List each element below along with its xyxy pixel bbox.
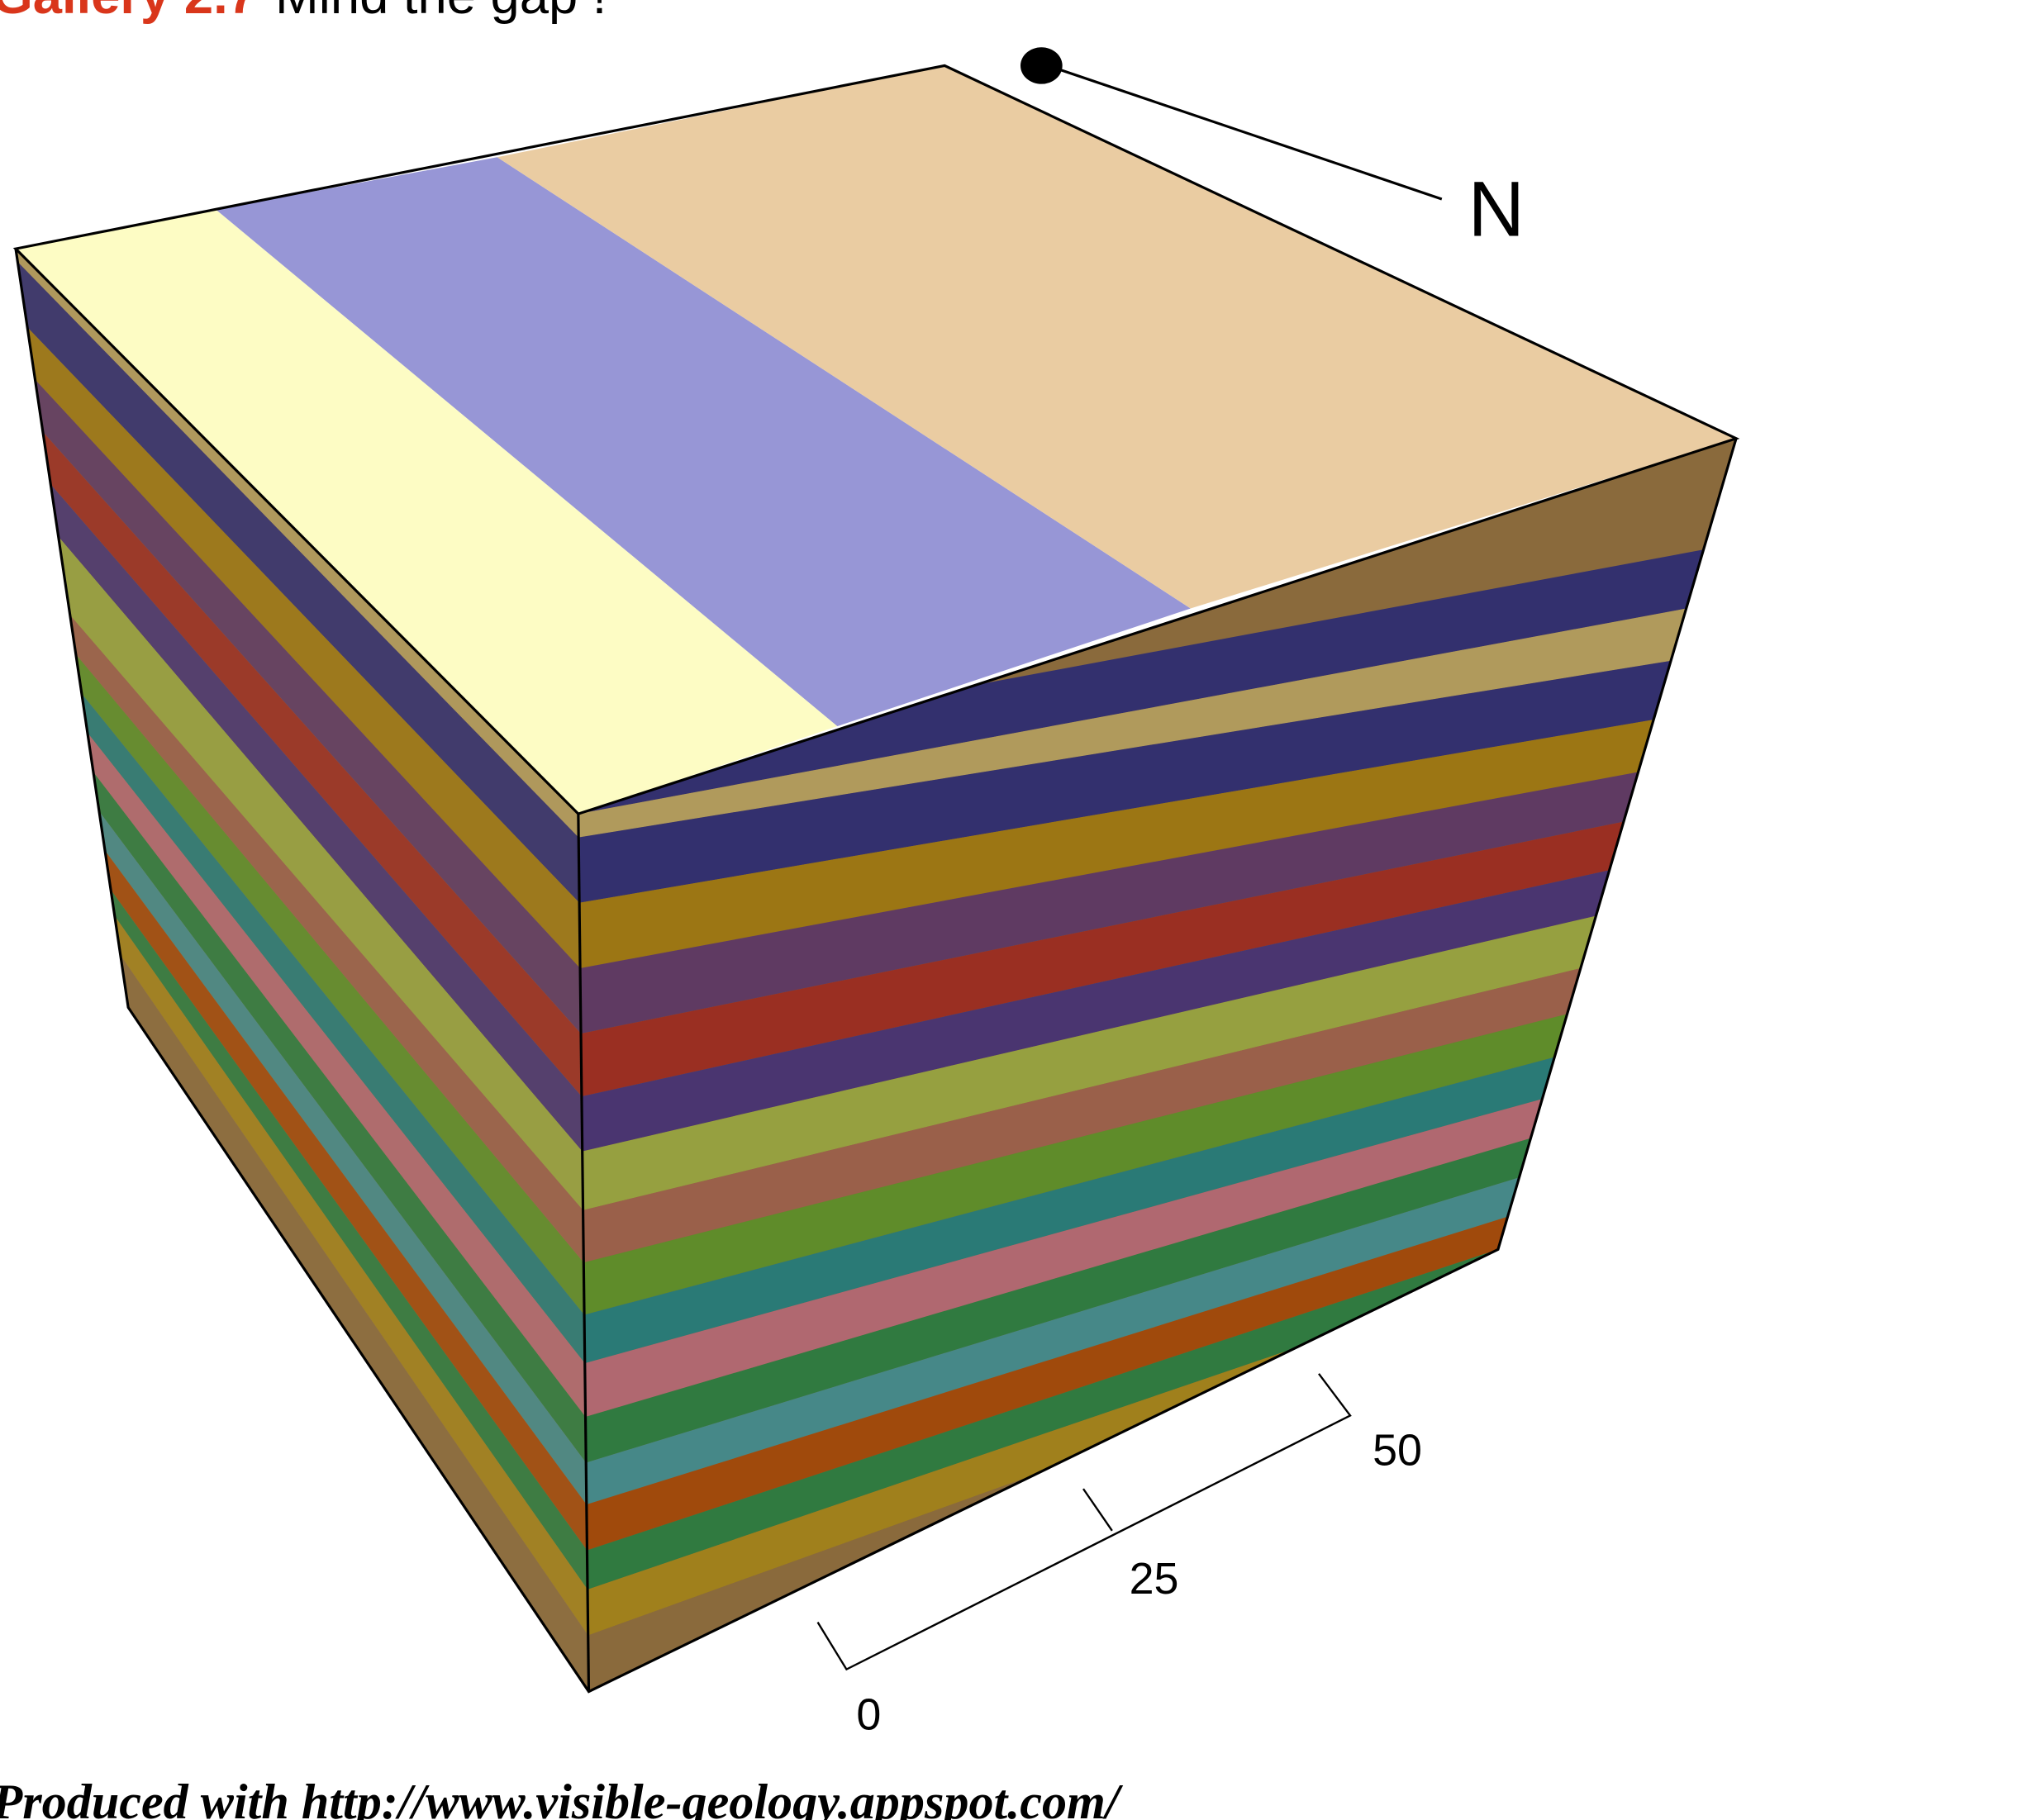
stratum: [114, 915, 588, 1636]
block-edges: [12, 64, 1740, 1694]
stratum: [584, 1099, 1543, 1418]
stratum: [578, 608, 1687, 838]
stratum: [585, 1138, 1531, 1463]
edge: [577, 814, 591, 1692]
stratum: [98, 810, 587, 1505]
stratum: [69, 615, 584, 1263]
scale-line: [816, 1373, 1352, 1671]
stratum: [584, 1057, 1555, 1364]
stratum: [583, 1014, 1568, 1315]
stratum: [582, 915, 1596, 1210]
header-title: Mind the gap !: [275, 0, 607, 25]
header: Gallery 2.7 Mind the gap !: [0, 0, 607, 25]
stratum: [50, 484, 583, 1152]
gallery-label: Gallery 2.7: [0, 0, 257, 25]
stratum: [111, 889, 588, 1590]
north-label: N: [1468, 165, 1525, 253]
top-face: [16, 65, 1737, 815]
stratum: [81, 693, 585, 1364]
stratum: [586, 1216, 1508, 1551]
stratum: [586, 1177, 1520, 1505]
stratum: [581, 821, 1624, 1097]
top-stripe: [497, 65, 1737, 609]
stratum: [583, 967, 1581, 1263]
top-stripe: [16, 209, 838, 815]
stratum: [120, 955, 589, 1692]
north-line: [1040, 61, 1443, 201]
right-face: [578, 438, 1737, 1692]
top-stripe: [216, 157, 1191, 727]
stratum: [58, 536, 583, 1210]
footer: Produced with http://www.visible-geology…: [0, 1775, 1124, 1820]
scale-label: 25: [1130, 1554, 1179, 1604]
stratum: [17, 261, 580, 903]
stratum: [87, 732, 586, 1418]
north-arrow: N: [1020, 47, 1525, 253]
stratum: [580, 772, 1639, 1034]
stratum: [42, 431, 582, 1097]
scale-tick: [1082, 1488, 1113, 1532]
stratum: [581, 870, 1610, 1152]
stratum: [578, 549, 1704, 815]
stratum: [104, 850, 588, 1551]
stratum: [35, 379, 582, 1034]
stratum: [93, 772, 587, 1463]
scale-label: 50: [1373, 1426, 1422, 1475]
stratum: [27, 327, 581, 968]
scale-label: 0: [856, 1689, 881, 1739]
stratum: [16, 249, 579, 838]
scale-bar: [816, 1373, 1352, 1671]
stratum: [587, 1249, 1498, 1590]
north-dot: [1020, 47, 1063, 84]
stratum: [579, 720, 1654, 968]
stratum: [578, 660, 1672, 903]
stratum: [75, 653, 585, 1315]
